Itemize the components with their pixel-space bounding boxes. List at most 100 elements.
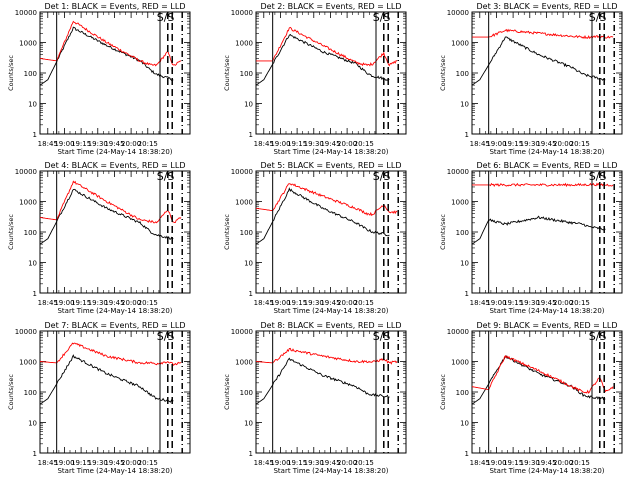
y-axis-label: Counts/sec	[7, 374, 15, 410]
x-axis-label: Start Time (24-May-14 18:38:20)	[273, 148, 388, 156]
x-tick-label: 19:15	[287, 299, 307, 307]
overlay-text: S/S	[157, 170, 175, 183]
x-tick-label: 19:00	[54, 299, 74, 307]
series-line-events	[39, 188, 174, 245]
x-axis-label: Start Time (24-May-14 18:38:20)	[489, 307, 604, 315]
x-tick-label: 20:00	[121, 299, 141, 307]
x-axis-label: Start Time (24-May-14 18:38:20)	[489, 467, 604, 475]
y-tick-label: 10000	[231, 9, 253, 17]
y-tick-label: 10000	[15, 9, 37, 17]
x-tick-label: 20:15	[570, 299, 590, 307]
x-axis-label: Start Time (24-May-14 18:38:20)	[57, 307, 172, 315]
y-axis-label: Counts/sec	[223, 214, 231, 250]
x-axis-label: Start Time (24-May-14 18:38:20)	[489, 148, 604, 156]
overlay-text: S/S	[373, 11, 391, 24]
chart-title: Det 4: BLACK = Events, RED = LLD	[45, 161, 186, 170]
x-tick-label: 19:15	[503, 459, 523, 467]
x-tick-label: 19:15	[71, 299, 91, 307]
chart-title: Det 9: BLACK = Events, RED = LLD	[477, 321, 618, 330]
x-tick-label: 19:30	[88, 459, 108, 467]
panel-det-7: 1 10 100 1000 10000 18:4519:0019:1519:3019:45…	[7, 321, 191, 475]
y-tick-label: 10	[28, 420, 37, 428]
y-tick-label: 10	[28, 101, 37, 109]
x-tick-label: 19:30	[304, 299, 324, 307]
x-tick-label: 19:00	[270, 459, 290, 467]
x-tick-label: 20:15	[138, 459, 158, 467]
y-tick-label: 1	[33, 450, 37, 458]
chart-title: Det 7: BLACK = Events, RED = LLD	[45, 321, 186, 330]
series-line-lld	[471, 354, 614, 394]
x-tick-label: 19:45	[320, 459, 340, 467]
x-tick-label: 20:15	[138, 140, 158, 148]
x-tick-label: 19:00	[270, 299, 290, 307]
y-tick-label: 10000	[15, 328, 37, 336]
y-tick-label: 10000	[231, 168, 253, 176]
x-axis-label: Start Time (24-May-14 18:38:20)	[273, 467, 388, 475]
panel-det-2: 1 10 100 1000 10000 18:4519:0019:1519:3019:45…	[223, 2, 407, 156]
chart-title: Det 2: BLACK = Events, RED = LLD	[261, 2, 402, 11]
y-tick-label: 1	[249, 290, 253, 298]
series-line-events	[255, 187, 390, 245]
x-tick-label: 18:45	[470, 299, 490, 307]
x-tick-label: 20:00	[553, 299, 573, 307]
x-tick-label: 20:00	[553, 140, 573, 148]
panel-det-3: 1 10 100 1000 10000 18:4519:0019:1519:3019:45…	[439, 2, 623, 156]
y-tick-label: 10	[244, 420, 253, 428]
series-line-lld	[39, 342, 182, 366]
y-tick-label: 10000	[231, 328, 253, 336]
chart-title: Det 8: BLACK = Events, RED = LLD	[261, 321, 402, 330]
y-tick-label: 10	[244, 260, 253, 268]
y-tick-label: 100	[456, 70, 469, 78]
x-tick-label: 19:00	[486, 299, 506, 307]
x-tick-label: 19:45	[104, 299, 124, 307]
series-line-lld	[256, 26, 398, 67]
y-tick-label: 10000	[447, 168, 469, 176]
series-line-lld	[255, 347, 398, 365]
x-tick-label: 18:45	[470, 140, 490, 148]
y-tick-label: 1000	[451, 40, 469, 48]
x-tick-label: 19:00	[486, 140, 506, 148]
y-tick-label: 10000	[447, 9, 469, 17]
panel-det-5: 1 10 100 1000 10000 18:4519:0019:1519:3019:45…	[223, 161, 407, 315]
y-tick-label: 10000	[15, 168, 37, 176]
x-axis-label: Start Time (24-May-14 18:38:20)	[273, 307, 388, 315]
x-tick-label: 20:00	[337, 459, 357, 467]
x-tick-label: 19:15	[503, 140, 523, 148]
panel-det-6: 1 10 100 1000 10000 18:4519:0019:1519:3019:45…	[439, 161, 623, 315]
y-axis-label: Counts/sec	[7, 214, 15, 250]
series-line-events	[39, 26, 174, 86]
y-tick-label: 1	[33, 290, 37, 298]
chart-title: Det 1: BLACK = Events, RED = LLD	[45, 2, 186, 11]
x-tick-label: 19:45	[536, 140, 556, 148]
panel-det-4: 1 10 100 1000 10000 18:4519:0019:1519:3019:45…	[7, 161, 191, 315]
series-line-lld	[39, 180, 182, 224]
x-tick-label: 18:45	[470, 459, 490, 467]
chart-title: Det 6: BLACK = Events, RED = LLD	[477, 161, 618, 170]
series-line-lld	[472, 182, 614, 188]
x-tick-label: 19:00	[54, 459, 74, 467]
x-tick-label: 20:00	[121, 140, 141, 148]
x-tick-label: 20:15	[354, 299, 374, 307]
series-line-lld	[472, 28, 614, 40]
x-tick-label: 19:00	[54, 140, 74, 148]
y-tick-label: 10	[28, 260, 37, 268]
y-axis-label: Counts/sec	[223, 374, 231, 410]
y-tick-label: 1000	[235, 199, 253, 207]
y-tick-label: 1000	[451, 199, 469, 207]
y-tick-label: 10	[460, 101, 469, 109]
y-tick-label: 100	[240, 389, 253, 397]
overlay-text: S/S	[589, 11, 607, 24]
y-tick-label: 10	[460, 420, 469, 428]
x-tick-label: 19:00	[270, 140, 290, 148]
x-tick-label: 18:45	[254, 459, 274, 467]
overlay-text: S/S	[589, 330, 607, 343]
x-tick-label: 19:00	[486, 459, 506, 467]
x-axis-label: Start Time (24-May-14 18:38:20)	[57, 148, 172, 156]
x-tick-label: 19:30	[520, 140, 540, 148]
y-tick-label: 1	[33, 131, 37, 139]
series-line-events	[471, 215, 606, 245]
overlay-text: S/S	[373, 330, 391, 343]
y-tick-label: 100	[24, 229, 37, 237]
